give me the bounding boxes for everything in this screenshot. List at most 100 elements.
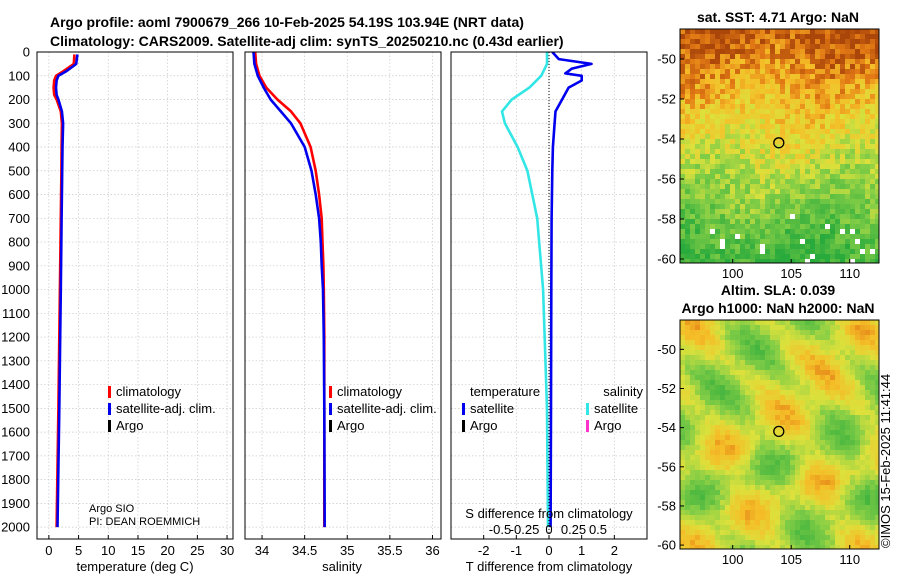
heatmap-cell: [685, 370, 690, 375]
heatmap-cell: [680, 84, 685, 89]
heatmap-cell: [815, 365, 820, 370]
heatmap-cell: [815, 450, 820, 455]
heatmap-cell: [710, 59, 715, 64]
heatmap-cell: [780, 214, 785, 219]
heatmap-cell: [680, 229, 685, 234]
heatmap-cell: [805, 259, 810, 263]
heatmap-cell: [750, 209, 755, 214]
heatmap-cell: [810, 535, 815, 540]
heatmap-cell: [745, 400, 750, 405]
heatmap-cell: [820, 204, 825, 209]
heatmap-cell: [830, 465, 835, 470]
heatmap-cell: [795, 44, 800, 49]
heatmap-cell: [735, 500, 740, 505]
heatmap-cell: [795, 189, 800, 194]
heatmap-cell: [710, 405, 715, 410]
heatmap-cell: [735, 330, 740, 335]
heatmap-cell: [785, 149, 790, 154]
heatmap-cell: [770, 535, 775, 540]
heatmap-cell: [830, 545, 835, 549]
heatmap-cell: [710, 460, 715, 465]
heatmap-cell: [760, 249, 765, 254]
heatmap-cell: [805, 420, 810, 425]
heatmap-cell: [755, 99, 760, 104]
depth-tick-label: 0: [23, 45, 30, 60]
heatmap-cell: [870, 375, 875, 380]
heatmap-cell: [865, 325, 870, 330]
heatmap-cell: [725, 34, 730, 39]
heatmap-cell: [795, 149, 800, 154]
heatmap-cell: [700, 154, 705, 159]
heatmap-cell: [775, 455, 780, 460]
heatmap-cell: [850, 74, 855, 79]
heatmap-cell: [705, 189, 710, 194]
heatmap-cell: [685, 109, 690, 114]
heatmap-cell: [795, 39, 800, 44]
heatmap-cell: [715, 39, 720, 44]
heatmap-cell: [840, 144, 845, 149]
heatmap-cell: [870, 400, 875, 405]
heatmap-cell: [685, 224, 690, 229]
heatmap-cell: [785, 505, 790, 510]
heatmap-cell: [800, 189, 805, 194]
heatmap-cell: [790, 224, 795, 229]
heatmap-cell: [860, 540, 865, 545]
heatmap-cell: [825, 139, 830, 144]
heatmap-cell: [775, 435, 780, 440]
heatmap-cell: [870, 395, 875, 400]
heatmap-cell: [720, 515, 725, 520]
heatmap-cell: [840, 49, 845, 54]
heatmap-cell: [780, 104, 785, 109]
heatmap-cell: [695, 74, 700, 79]
heatmap-cell: [755, 360, 760, 365]
heatmap-cell: [790, 89, 795, 94]
heatmap-cell: [780, 500, 785, 505]
heatmap-cell: [820, 355, 825, 360]
heatmap-cell: [860, 410, 865, 415]
heatmap-cell: [775, 74, 780, 79]
heatmap-cell: [770, 325, 775, 330]
heatmap-cell: [695, 149, 700, 154]
heatmap-cell: [710, 139, 715, 144]
heatmap-cell: [785, 189, 790, 194]
heatmap-cell: [780, 129, 785, 134]
heatmap-cell: [755, 540, 760, 545]
heatmap-cell: [745, 104, 750, 109]
heatmap-cell: [695, 520, 700, 525]
heatmap-cell: [735, 335, 740, 340]
heatmap-cell: [775, 485, 780, 490]
heatmap-cell: [785, 159, 790, 164]
map-y-tick-label: -58: [657, 498, 676, 513]
heatmap-cell: [860, 84, 865, 89]
heatmap-cell: [730, 330, 735, 335]
heatmap-cell: [825, 204, 830, 209]
heatmap-cell: [810, 540, 815, 545]
heatmap-cell: [870, 159, 875, 164]
heatmap-cell: [770, 460, 775, 465]
heatmap-cell: [700, 104, 705, 109]
heatmap-cell: [725, 219, 730, 224]
heatmap-cell: [790, 495, 795, 500]
heatmap-cell: [855, 340, 860, 345]
heatmap-cell: [820, 244, 825, 249]
heatmap-cell: [805, 219, 810, 224]
heatmap-cell: [855, 425, 860, 430]
heatmap-cell: [765, 340, 770, 345]
heatmap-cell: [800, 460, 805, 465]
heatmap-cell: [715, 510, 720, 515]
heatmap-cell: [715, 164, 720, 169]
heatmap-cell: [795, 34, 800, 39]
heatmap-cell: [680, 460, 685, 465]
heatmap-cell: [700, 445, 705, 450]
heatmap-cell: [760, 34, 765, 39]
heatmap-cell: [770, 44, 775, 49]
heatmap-cell: [680, 455, 685, 460]
heatmap-cell: [780, 440, 785, 445]
heatmap-cell: [830, 425, 835, 430]
heatmap-cell: [855, 530, 860, 535]
heatmap-cell: [740, 455, 745, 460]
heatmap-cell: [830, 530, 835, 535]
heatmap-cell: [820, 515, 825, 520]
heatmap-cell: [695, 465, 700, 470]
heatmap-cell: [715, 400, 720, 405]
